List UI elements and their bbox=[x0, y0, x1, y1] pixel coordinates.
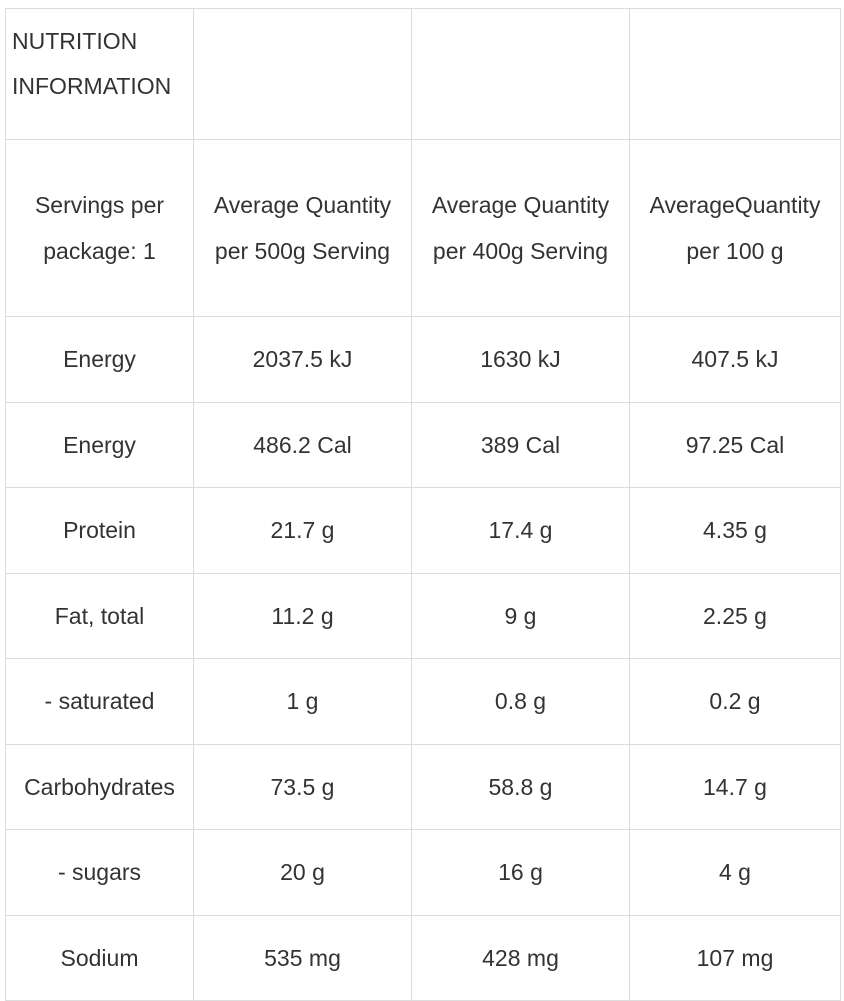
nutrient-name: Protein bbox=[5, 487, 194, 574]
empty-cell bbox=[193, 8, 412, 140]
header-cell: Average Quantity per 500g Serving bbox=[193, 139, 412, 317]
table-title: NUTRITION INFORMATION bbox=[5, 8, 194, 140]
nutrient-name: Carbohydrates bbox=[5, 743, 194, 830]
nutrient-value: 4.35 g bbox=[629, 487, 841, 574]
nutrient-value: 107 mg bbox=[629, 914, 841, 1001]
nutrient-value: 11.2 g bbox=[193, 572, 412, 659]
header-row: Servings per package: 1 Average Quantity … bbox=[5, 139, 841, 317]
nutrient-value: 486.2 Cal bbox=[193, 401, 412, 488]
nutrition-table: NUTRITION INFORMATION Servings per packa… bbox=[5, 8, 841, 1001]
nutrient-value: 58.8 g bbox=[411, 743, 630, 830]
nutrient-value: 21.7 g bbox=[193, 487, 412, 574]
data-row: Energy 2037.5 kJ 1630 kJ 407.5 kJ bbox=[5, 316, 841, 403]
nutrient-value: 9 g bbox=[411, 572, 630, 659]
nutrient-value: 16 g bbox=[411, 829, 630, 916]
nutrient-value: 535 mg bbox=[193, 914, 412, 1001]
nutrient-name: Fat, total bbox=[5, 572, 194, 659]
nutrient-value: 2.25 g bbox=[629, 572, 841, 659]
nutrient-value: 2037.5 kJ bbox=[193, 316, 412, 403]
data-row: Carbohydrates 73.5 g 58.8 g 14.7 g bbox=[5, 743, 841, 830]
header-cell: Average Quantity per 400g Serving bbox=[411, 139, 630, 317]
empty-cell bbox=[629, 8, 841, 140]
title-row: NUTRITION INFORMATION bbox=[5, 8, 841, 140]
data-row: Energy 486.2 Cal 389 Cal 97.25 Cal bbox=[5, 401, 841, 488]
nutrient-value: 428 mg bbox=[411, 914, 630, 1001]
nutrient-value: 389 Cal bbox=[411, 401, 630, 488]
nutrient-value: 17.4 g bbox=[411, 487, 630, 574]
nutrient-value: 1 g bbox=[193, 658, 412, 745]
nutrient-name: Sodium bbox=[5, 914, 194, 1001]
nutrient-value: 73.5 g bbox=[193, 743, 412, 830]
data-row: Protein 21.7 g 17.4 g 4.35 g bbox=[5, 487, 841, 574]
nutrient-value: 0.8 g bbox=[411, 658, 630, 745]
data-row: - saturated 1 g 0.8 g 0.2 g bbox=[5, 658, 841, 745]
data-row: Sodium 535 mg 428 mg 107 mg bbox=[5, 914, 841, 1001]
nutrient-value: 407.5 kJ bbox=[629, 316, 841, 403]
nutrient-name: - saturated bbox=[5, 658, 194, 745]
nutrient-name: Energy bbox=[5, 401, 194, 488]
table-body: NUTRITION INFORMATION Servings per packa… bbox=[5, 8, 841, 1001]
empty-cell bbox=[411, 8, 630, 140]
nutrient-name: - sugars bbox=[5, 829, 194, 916]
nutrient-value: 0.2 g bbox=[629, 658, 841, 745]
header-cell: Servings per package: 1 bbox=[5, 139, 194, 317]
nutrient-name: Energy bbox=[5, 316, 194, 403]
nutrient-value: 1630 kJ bbox=[411, 316, 630, 403]
header-cell: AverageQuantity per 100 g bbox=[629, 139, 841, 317]
nutrient-value: 4 g bbox=[629, 829, 841, 916]
nutrient-value: 14.7 g bbox=[629, 743, 841, 830]
nutrient-value: 20 g bbox=[193, 829, 412, 916]
nutrient-value: 97.25 Cal bbox=[629, 401, 841, 488]
